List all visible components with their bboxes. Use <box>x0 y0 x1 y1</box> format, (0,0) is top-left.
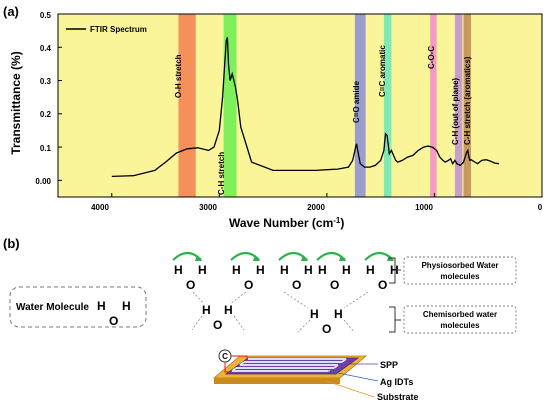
hydrogen-atom: H <box>232 263 241 277</box>
hydrogen-atom: H <box>224 303 233 317</box>
oxygen-atom: O <box>186 278 195 292</box>
plot-frame <box>57 13 543 198</box>
y-tick-label: 0.1 <box>40 144 52 153</box>
band-c-o-c <box>430 14 437 197</box>
oxygen-atom: O <box>292 278 301 292</box>
arrow-head-icon <box>339 255 346 261</box>
band-label-ch-out-of-plane: C-H (out of plane) <box>451 78 460 145</box>
axis-ticks <box>58 13 543 197</box>
arrow-head-icon <box>253 255 260 261</box>
substrate-leader <box>325 380 375 398</box>
band-c-h-stretch <box>223 14 237 197</box>
band-c-h-out-of-plane <box>454 14 463 197</box>
hydrogen-atom: H <box>97 299 106 313</box>
chemisorbed-label-line2: molecules <box>440 321 480 330</box>
band-label-coc: C-O-C <box>427 46 436 69</box>
hydrogen-atom: H <box>174 263 183 277</box>
band-o-h-stretch <box>178 14 196 197</box>
band-label-oh-stretch: O-H stretch <box>174 54 183 98</box>
chemisorbed-label-line1: Chemisorbed water <box>423 310 497 319</box>
band-c-o-amide <box>354 14 366 197</box>
sensor-device: C SPP Ag IDTs Substrate <box>212 349 419 402</box>
hydrogen-atom: H <box>304 263 313 277</box>
ag-idts-label: Ag IDTs <box>380 377 413 387</box>
x-tick-label: 3000 <box>199 203 217 212</box>
panel-b-label: (b) <box>3 236 20 251</box>
chemisorbed-box <box>403 305 517 334</box>
hydrogen-atom: H <box>366 263 375 277</box>
hydrogen-atom: H <box>280 263 289 277</box>
hydrogen-atom: H <box>318 263 327 277</box>
water-molecule-box <box>9 286 147 328</box>
physisorbed-brace <box>389 257 401 284</box>
hydrogen-atom: H <box>310 307 319 321</box>
x-tick-label: 0 <box>538 203 543 212</box>
physisorbed-molecule: H H O <box>316 251 351 292</box>
physisorbed-molecule: H H O <box>230 251 265 292</box>
spp-label: SPP <box>380 360 398 370</box>
substrate-label: Substrate <box>377 392 419 402</box>
band-group <box>178 14 472 197</box>
physisorbed-molecule: H H O <box>172 251 207 292</box>
arrow-head-icon <box>301 255 308 261</box>
oxygen-atom: O <box>109 314 118 328</box>
y-tick-label: 0.3 <box>40 77 52 86</box>
hydrogen-atom: H <box>334 307 343 321</box>
y-tick-label: 0.00 <box>35 177 51 186</box>
band-label-ch-stretch: C-H stretch <box>217 152 226 195</box>
hydrogen-atom: H <box>342 263 351 277</box>
physisorbed-label-line2: molecules <box>440 272 480 281</box>
physisorbed-box <box>403 256 517 285</box>
oxygen-atom: O <box>244 278 253 292</box>
physisorbed-molecule: H H O <box>364 251 399 292</box>
x-tick-label: 1000 <box>415 203 433 212</box>
hydrogen-atom: H <box>202 303 211 317</box>
physisorbed-molecule: H H O <box>278 251 313 292</box>
band-label-cc-aromatic: C=C aromatic <box>378 45 387 97</box>
band-label-ch-stretch-aromatics: C-H stretch (aromatics) <box>463 56 472 145</box>
y-tick-label: 0.5 <box>40 11 52 20</box>
band-c-c-aromatic <box>383 14 392 197</box>
hydrogen-atom: H <box>256 263 265 277</box>
oxygen-atom: O <box>378 278 387 292</box>
panel-a-label: (a) <box>3 4 19 19</box>
hydrogen-bond-lines <box>192 291 369 309</box>
physisorbed-label-line1: Physiosorbed Water <box>421 261 498 270</box>
water-molecule-label: Water Molecule <box>16 302 89 313</box>
legend-label: FTIR Spectrum <box>90 25 147 34</box>
ag-idt-electrodes <box>231 358 347 372</box>
ftir-spectrum-line <box>111 37 500 178</box>
substrate-edge <box>214 378 340 384</box>
y-axis-title: Transmittance (%) <box>9 51 23 154</box>
oxygen-atom: O <box>322 322 331 336</box>
oxygen-atom: O <box>330 278 339 292</box>
y-tick-label: 0.4 <box>40 44 52 53</box>
x-tick-label: 4000 <box>91 203 109 212</box>
capacitance-symbol: C <box>222 352 228 361</box>
hydrogen-atom: H <box>390 263 399 277</box>
meter-wire <box>224 362 230 373</box>
meter-wire <box>231 355 248 359</box>
oxygen-atom: O <box>213 318 222 332</box>
hydrogen-atom: H <box>198 263 207 277</box>
chemisorbed-molecule: H H O <box>297 307 355 336</box>
y-tick-label: 0.2 <box>40 110 52 119</box>
x-axis-title: Wave Number (cm-1) <box>229 216 344 230</box>
band-label-co-amide: C=O amide <box>352 80 361 123</box>
water-molecule-icon: H H O <box>97 299 131 328</box>
x-tick-label: 2000 <box>307 203 325 212</box>
band-c-h-stretch-aromatics <box>463 14 472 197</box>
chemisorbed-molecule: H H O <box>191 303 245 332</box>
arrow-head-icon <box>195 255 202 261</box>
chemisorbed-brace <box>389 306 401 333</box>
idt-leader <box>327 370 379 382</box>
hydrogen-atom: H <box>122 299 131 313</box>
